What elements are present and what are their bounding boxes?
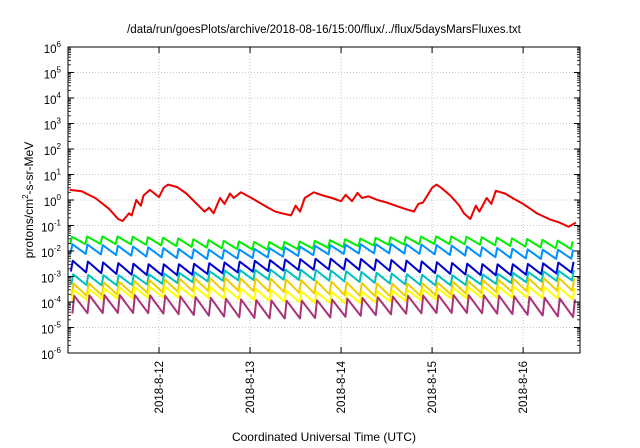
y-tick-label: 106 <box>44 40 62 56</box>
y-tick-label: 103 <box>44 117 62 133</box>
y-axis: 10-6 10-5 10-4 10-3 10-2 10-1 100 101 102 103 104 1… <box>41 40 580 362</box>
y-axis-label: protons/cm2-s-sr-MeV <box>21 142 36 258</box>
x-tick-label: 2018-8-12 <box>154 361 166 413</box>
x-tick-label: 2018-8-13 <box>245 361 257 413</box>
x-tick-label: 2018-8-14 <box>336 360 348 413</box>
series-line <box>69 235 574 251</box>
series-line <box>70 277 576 298</box>
series-line <box>69 257 575 277</box>
y-tick-label: 10-5 <box>41 321 61 337</box>
y-tick-label: 10-6 <box>41 346 61 362</box>
y-tick-label: 101 <box>44 168 62 184</box>
x-axis: 2018-8-12 2018-8-13 2018-8-14 2018-8-15 2018… <box>154 47 530 413</box>
y-tick-label: 10-4 <box>41 295 61 311</box>
y-axis-label-sup: 2 <box>21 194 30 199</box>
series-line <box>71 285 576 305</box>
y-tick-label: 105 <box>44 66 62 82</box>
y-tick-label: 10-2 <box>41 244 61 260</box>
x-tick-label: 2018-8-15 <box>427 361 439 413</box>
y-tick-label: 104 <box>44 91 62 107</box>
y-tick-label: 10-3 <box>41 270 61 286</box>
series-line <box>71 294 576 320</box>
series-line <box>69 243 575 260</box>
y-tick-label: 100 <box>44 193 62 209</box>
series-group <box>69 183 577 320</box>
series-line <box>70 268 575 287</box>
y-axis-label-prefix: protons/cm <box>22 199 36 258</box>
chart-title: /data/run/goesPlots/archive/2018-08-16/1… <box>127 24 522 36</box>
y-tick-label: 102 <box>44 142 62 158</box>
x-tick-label: 2018-8-16 <box>518 361 530 413</box>
x-axis-label: Coordinated Universal Time (UTC) <box>232 430 416 444</box>
y-tick-label: 10-1 <box>41 219 61 235</box>
y-axis-label-suffix: -s-sr-MeV <box>22 142 36 195</box>
series-line <box>69 183 577 228</box>
